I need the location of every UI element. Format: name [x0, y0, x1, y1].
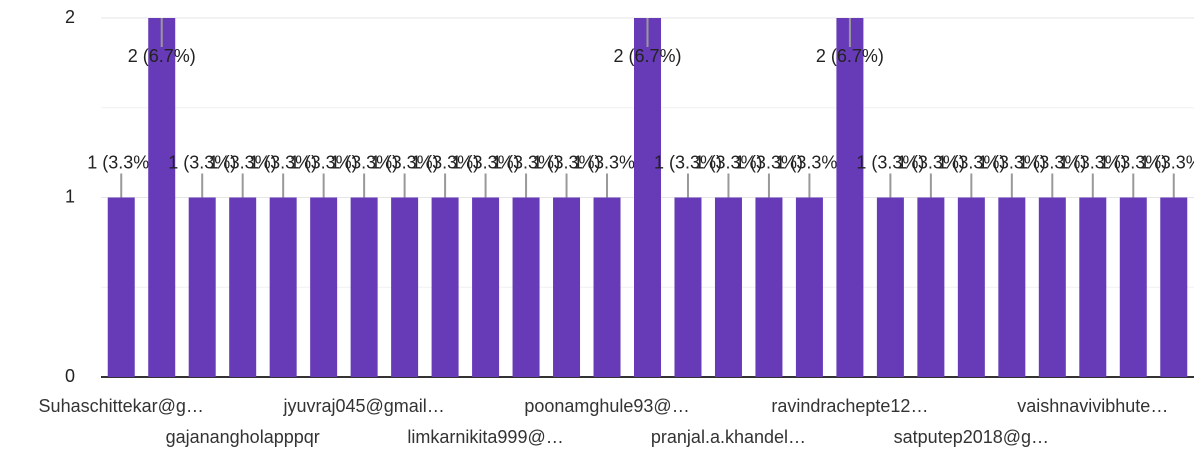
- bar: [553, 197, 581, 377]
- bar: [917, 197, 945, 377]
- value-label: 1 (3.3%): [330, 152, 398, 172]
- x-tick-label: jyuvraj045@gmail…: [282, 396, 444, 416]
- x-tick-label: ravindrachepte12…: [771, 396, 928, 416]
- x-tick-label: limkarnikita999@…: [407, 427, 563, 447]
- value-label: 1 (3.3%): [290, 152, 358, 172]
- value-label: 1 (3.3%): [168, 152, 236, 172]
- value-label: 2 (6.7%): [816, 46, 884, 66]
- bar: [350, 197, 378, 377]
- value-label: 1 (3.3%): [452, 152, 520, 172]
- bar: [998, 197, 1026, 377]
- bar: [755, 197, 783, 377]
- value-label: 1 (3.3%): [1099, 152, 1167, 172]
- bar: [269, 197, 297, 377]
- y-tick-label: 1: [65, 186, 75, 206]
- value-label: 1 (3.3%): [735, 152, 803, 172]
- x-tick-label: vaishnavivibhute…: [1017, 396, 1168, 416]
- value-label: 2 (6.7%): [613, 46, 681, 66]
- bar: [795, 197, 823, 377]
- value-label: 1 (3.3%): [87, 152, 155, 172]
- value-label: 1 (3.3%): [1018, 152, 1086, 172]
- bar: [1038, 197, 1066, 377]
- bar: [1079, 197, 1107, 377]
- bar: [836, 18, 864, 377]
- y-tick-label: 2: [65, 7, 75, 27]
- bar: [391, 197, 419, 377]
- bar: [1119, 197, 1147, 377]
- bar: [310, 197, 338, 377]
- y-tick-label: 0: [65, 366, 75, 386]
- bar: [714, 197, 742, 377]
- value-label: 1 (3.3%): [978, 152, 1046, 172]
- value-label: 1 (3.3%): [1140, 152, 1194, 172]
- value-label: 1 (3.3%): [533, 152, 601, 172]
- value-label: 1 (3.3%): [573, 152, 641, 172]
- bar: [634, 18, 661, 377]
- value-label: 1 (3.3%): [492, 152, 560, 172]
- value-label: 1 (3.3%): [411, 152, 479, 172]
- value-label: 1 (3.3%): [249, 152, 317, 172]
- value-label: 1 (3.3%): [775, 152, 843, 172]
- value-label: 2 (6.7%): [128, 46, 196, 66]
- bar: [107, 197, 135, 377]
- bar: [876, 197, 904, 377]
- value-label: 1 (3.3%): [371, 152, 439, 172]
- x-tick-label: gajanangholapppqr: [166, 427, 320, 447]
- bar: [512, 197, 540, 377]
- value-label: 1 (3.3%): [694, 152, 762, 172]
- bar: [188, 197, 216, 377]
- value-label: 1 (3.3%): [937, 152, 1005, 172]
- value-label: 1 (3.3%): [654, 152, 722, 172]
- value-label: 1 (3.3%): [1059, 152, 1127, 172]
- value-label: 1 (3.3%): [897, 152, 965, 172]
- bar: [674, 197, 702, 377]
- value-label: 1 (3.3%): [856, 152, 924, 172]
- value-label: 1 (3.3%): [209, 152, 277, 172]
- bar: [472, 197, 500, 377]
- x-tick-label: poonamghule93@…: [524, 396, 689, 416]
- bar: [431, 197, 459, 377]
- x-tick-label: satputep2018@g…: [894, 427, 1049, 447]
- x-tick-label: pranjal.a.khandel…: [651, 427, 806, 447]
- bar: [148, 18, 176, 377]
- bar: [1160, 197, 1188, 377]
- bar: [957, 197, 985, 377]
- x-tick-label: Suhaschittekar@g…: [39, 396, 204, 416]
- bar: [593, 197, 621, 377]
- bar: [229, 197, 257, 377]
